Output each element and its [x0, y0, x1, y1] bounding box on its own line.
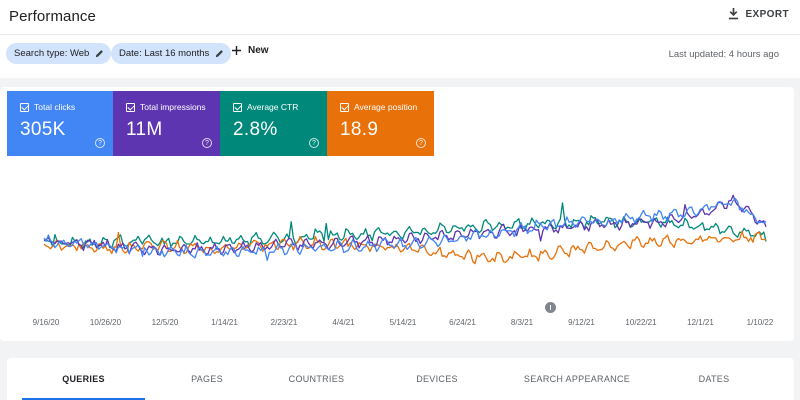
page-header: Performance EXPORT [0, 0, 800, 34]
plus-icon [232, 46, 241, 55]
x-tick-label: 12/1/21 [687, 318, 714, 327]
tab-countries[interactable]: COUNTRIES [288, 374, 345, 384]
download-icon [729, 8, 739, 20]
checkbox-icon [233, 102, 242, 112]
help-icon[interactable]: ? [202, 138, 212, 148]
date-range-label: Date: Last 16 months [119, 48, 210, 59]
metric-label: Average CTR [247, 102, 299, 112]
edit-pencil-icon [216, 50, 224, 58]
x-tick-label: 4/4/21 [332, 318, 355, 327]
metric-label: Total impressions [140, 102, 206, 112]
tab-pages[interactable]: PAGES [191, 374, 223, 384]
series-line-total-clicks [43, 197, 767, 261]
x-tick-label: 6/24/21 [449, 318, 476, 327]
metric-total-impressions[interactable]: Total impressions 11M ? [113, 91, 220, 156]
metric-value: 18.9 [340, 119, 379, 140]
tab-devices[interactable]: DEVICES [416, 374, 458, 384]
series-line-total-impressions [43, 194, 767, 256]
tab-search-appearance[interactable]: SEARCH APPEARANCE [523, 374, 631, 384]
metric-average-position[interactable]: Average position 18.9 ? [327, 91, 434, 156]
export-button[interactable]: EXPORT [728, 8, 789, 20]
date-filter-chip[interactable]: Date: Last 16 months [111, 43, 232, 64]
help-icon[interactable]: ? [416, 138, 426, 148]
x-tick-label: 2/23/21 [271, 318, 298, 327]
x-tick-label: 10/22/21 [625, 318, 657, 327]
metric-total-clicks[interactable]: Total clicks 305K ? [7, 91, 113, 156]
dimension-tabs: QUERIES PAGES COUNTRIES DEVICES SEARCH A… [7, 358, 794, 400]
x-tick-label: 5/14/21 [390, 318, 417, 327]
help-icon[interactable]: ? [309, 138, 319, 148]
performance-chart-card: 9/16/20 10/26/20 12/5/20 1/14/21 2/23/21 4/4/… [0, 87, 794, 341]
checkbox-icon [20, 102, 29, 112]
x-tick-label: 8/3/21 [511, 318, 534, 327]
metric-value: 2.8% [233, 119, 278, 140]
x-tick-label: 10/26/20 [90, 318, 122, 327]
series-line-average-position [43, 230, 767, 265]
new-filter-button[interactable]: New [231, 45, 269, 56]
metric-value: 11M [126, 119, 163, 140]
x-tick-label: 9/12/21 [568, 318, 595, 327]
last-updated-text: Last updated: 4 hours ago [668, 49, 779, 60]
performance-line-chart: 9/16/20 10/26/20 12/5/20 1/14/21 2/23/21 4/4/… [33, 194, 774, 327]
tab-dates[interactable]: DATES [698, 374, 730, 384]
x-tick-label: 1/14/21 [211, 318, 238, 327]
metric-average-ctr[interactable]: Average CTR 2.8% ? [220, 91, 327, 156]
annotation-marker-icon[interactable] [545, 302, 556, 313]
checkbox-icon [340, 102, 349, 112]
x-tick-label: 1/10/22 [747, 318, 774, 327]
page-title: Performance [9, 8, 96, 25]
tab-queries[interactable]: QUERIES [22, 358, 145, 400]
metric-label: Total clicks [34, 102, 76, 112]
edit-pencil-icon [96, 50, 104, 58]
checkbox-icon [126, 102, 135, 112]
filter-bar: Search type: Web Date: Last 16 months Ne… [0, 34, 800, 78]
metric-value: 305K [20, 119, 66, 140]
x-tick-label: 12/5/20 [152, 318, 179, 327]
search-type-filter-chip[interactable]: Search type: Web [6, 43, 112, 64]
x-tick-label: 9/16/20 [33, 318, 60, 327]
metric-label: Average position [354, 102, 418, 112]
help-icon[interactable]: ? [95, 138, 105, 148]
new-filter-label: New [248, 45, 269, 56]
export-label: EXPORT [745, 8, 789, 20]
search-type-label: Search type: Web [14, 48, 90, 59]
